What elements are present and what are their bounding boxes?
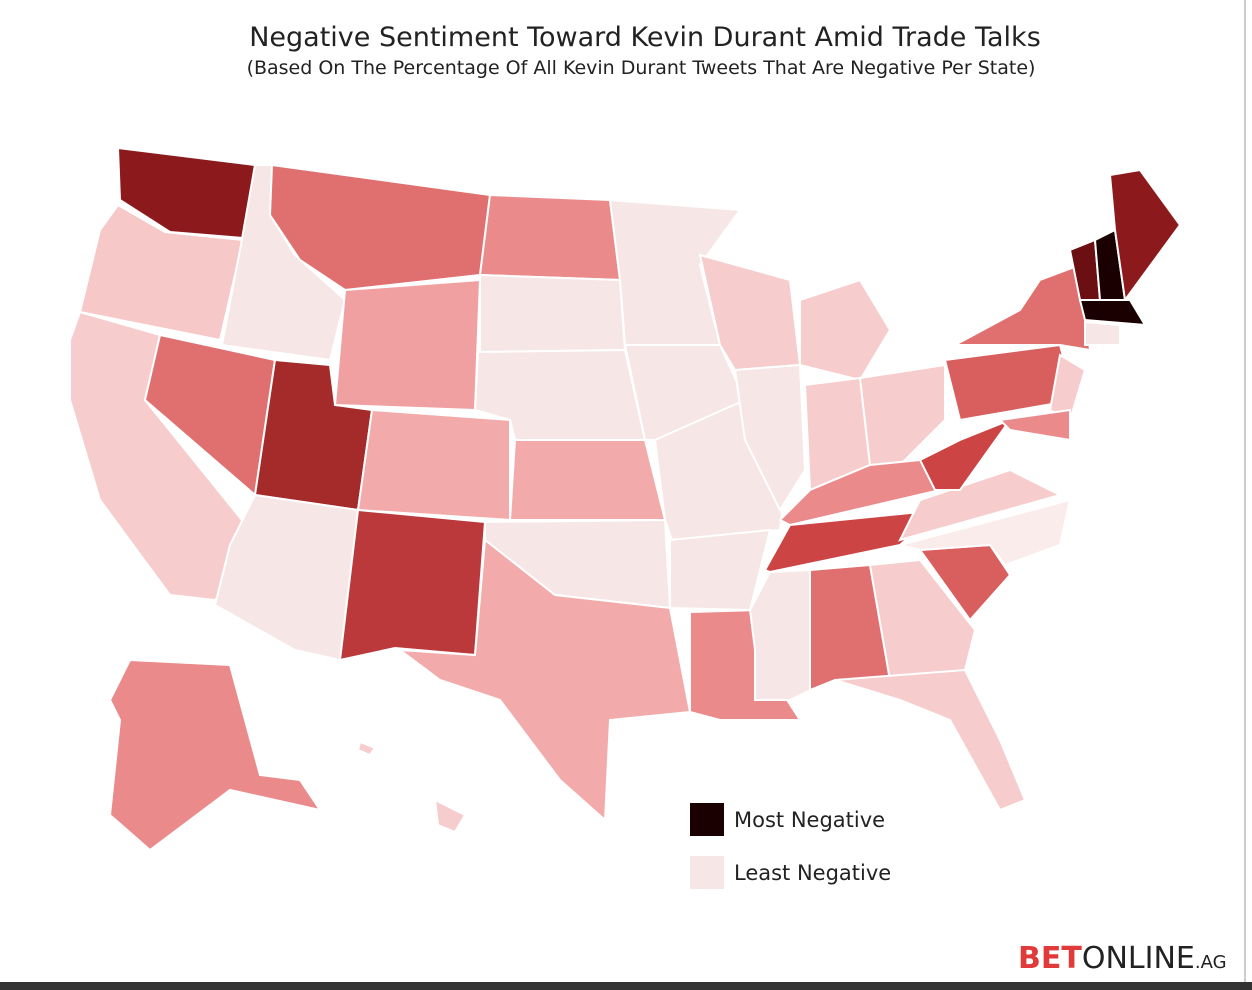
map [69,146,1182,852]
state [1084,320,1121,346]
legend: Most Negative Least Negative [690,803,891,889]
title: Negative Sentiment Toward Kevin Durant A… [249,22,1041,53]
legend-label: Least Negative [734,861,891,885]
state [898,468,1063,542]
state [918,417,1013,491]
state [1108,168,1182,303]
state [1078,299,1147,327]
state [356,740,377,757]
state [868,558,977,682]
brand: BETONLINE.AG [1018,941,1227,976]
state [108,658,323,852]
state [396,538,692,823]
legend-label: Most Negative [734,808,885,832]
state [858,363,946,466]
state [333,278,482,412]
legend-swatch [690,856,724,889]
state [799,278,892,382]
state [478,193,622,282]
state [748,568,811,701]
state [78,203,245,342]
state [997,408,1071,442]
state [116,146,257,240]
brand-suffix: .AG [1195,952,1227,973]
subtitle: (Based On The Percentage Of All Kevin Du… [247,57,1036,79]
state [733,363,807,513]
state [834,668,1027,812]
state [338,508,487,662]
state [356,408,511,522]
state [508,439,667,521]
state [479,273,627,354]
bottom-bar [0,982,1252,990]
brand-bet: BET [1018,941,1082,976]
state [899,498,1072,567]
brand-online: ONLINE [1082,941,1195,976]
state [433,798,467,834]
legend-swatch [690,803,724,836]
edge [1244,0,1246,990]
